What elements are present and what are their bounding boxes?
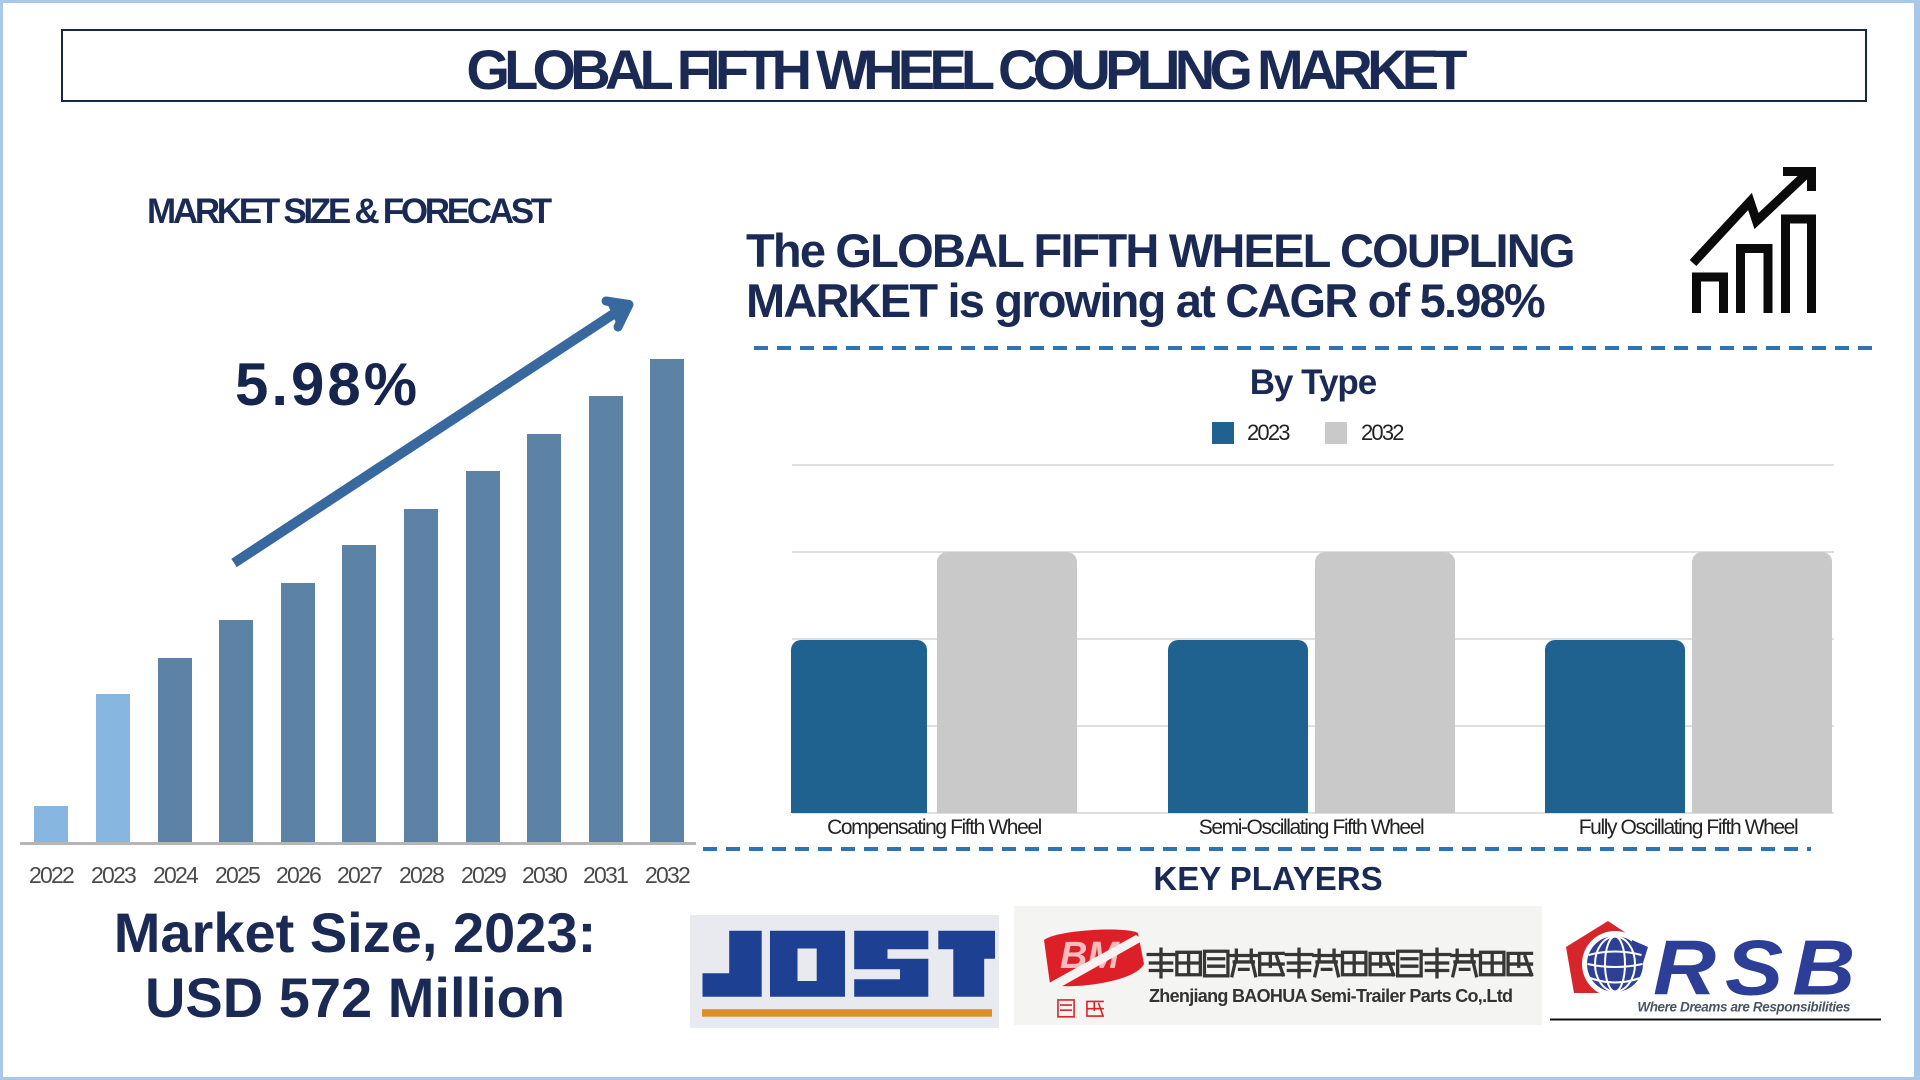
svg-text:Where Dreams are Responsibilit: Where Dreams are Responsibilities: [1637, 1000, 1851, 1015]
svg-text:RSB: RSB: [1653, 924, 1864, 1012]
svg-text:BM: BM: [1060, 935, 1120, 977]
svg-text:Zhenjiang BAOHUA Semi-Trailer: Zhenjiang BAOHUA Semi-Trailer Parts Co,.…: [1149, 986, 1512, 1006]
